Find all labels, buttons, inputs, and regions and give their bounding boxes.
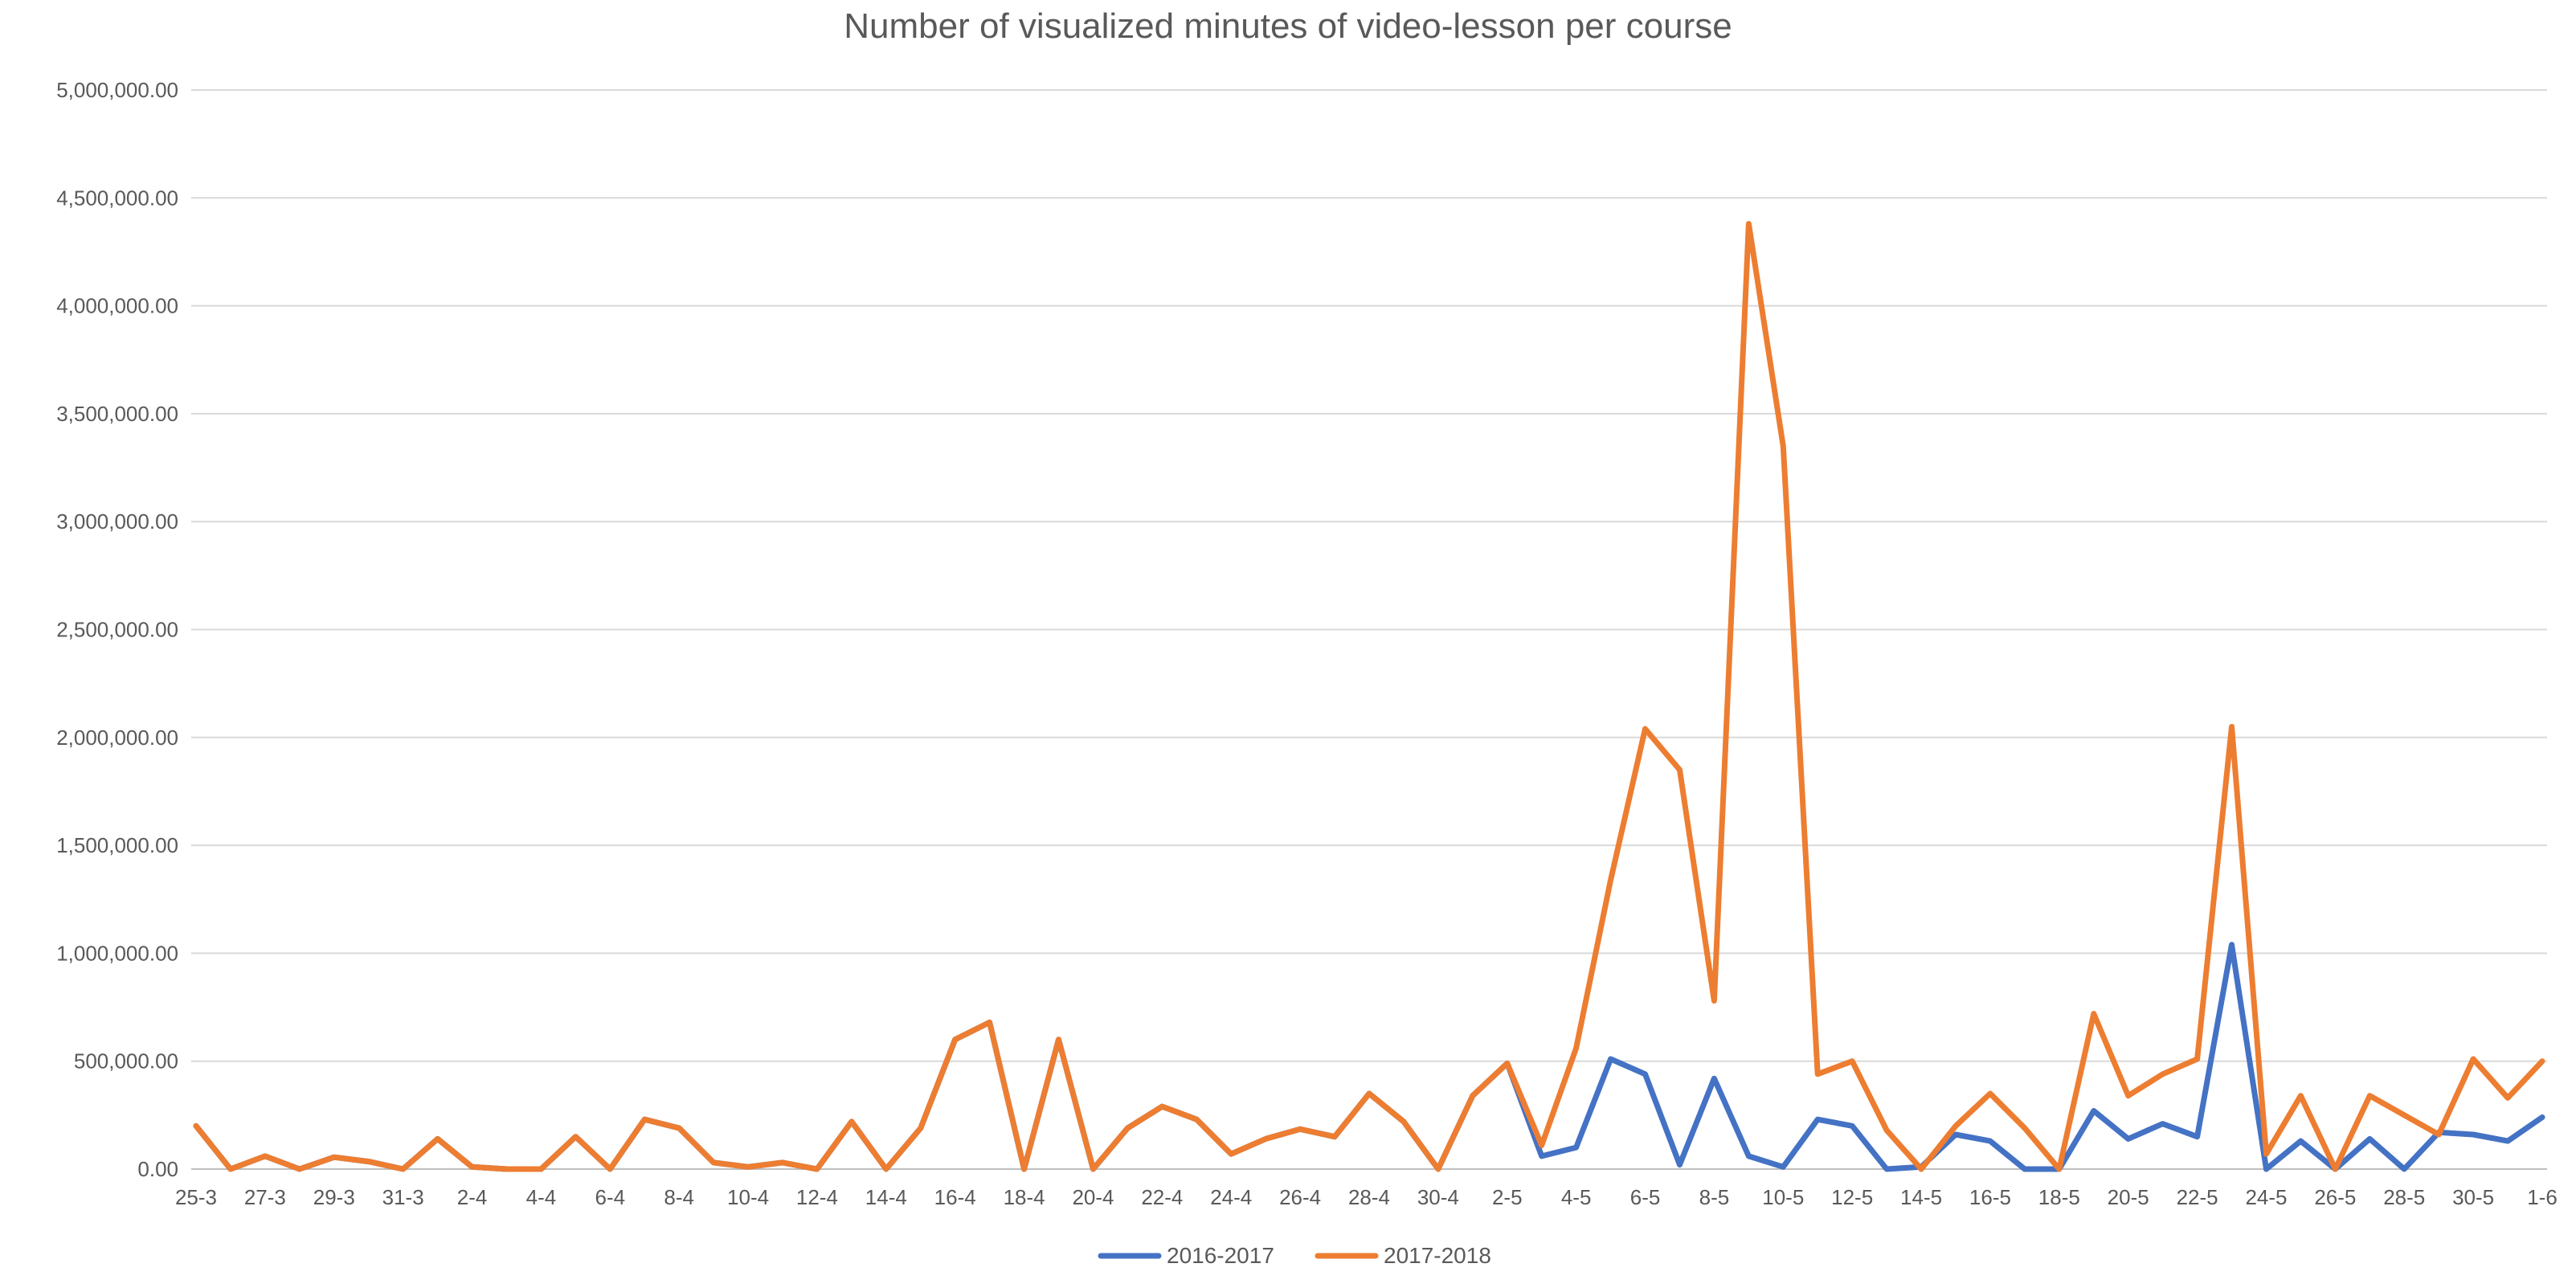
x-tick-label: 27-3 [244, 1185, 286, 1209]
x-tick-label: 22-5 [2177, 1185, 2218, 1209]
x-tick-label: 1-6 [2527, 1185, 2558, 1209]
x-tick-label: 8-5 [1699, 1185, 1730, 1209]
x-tick-label: 28-4 [1348, 1185, 1390, 1209]
x-tick-label: 26-5 [2314, 1185, 2356, 1209]
y-tick-label: 4,000,000.00 [56, 294, 178, 318]
x-tick-label: 8-4 [664, 1185, 694, 1209]
legend-label: 2017-2018 [1384, 1243, 1491, 1268]
x-tick-label: 10-5 [1762, 1185, 1804, 1209]
y-tick-label: 500,000.00 [74, 1049, 178, 1073]
x-tick-label: 4-4 [526, 1185, 557, 1209]
x-tick-label: 22-4 [1141, 1185, 1183, 1209]
y-tick-label: 3,000,000.00 [56, 509, 178, 534]
x-tick-label: 31-3 [382, 1185, 424, 1209]
x-tick-label: 18-5 [2038, 1185, 2080, 1209]
series-line [193, 221, 2545, 1172]
y-tick-label: 0.00 [137, 1157, 178, 1181]
x-tick-label: 30-4 [1417, 1185, 1459, 1209]
y-tick-label: 5,000,000.00 [56, 78, 178, 102]
x-tick-label: 29-3 [313, 1185, 355, 1209]
x-tick-label: 12-5 [1831, 1185, 1873, 1209]
x-tick-label: 14-5 [1900, 1185, 1942, 1209]
x-tick-label: 2-4 [457, 1185, 488, 1209]
y-tick-label: 4,500,000.00 [56, 186, 178, 210]
x-tick-label: 16-4 [934, 1185, 976, 1209]
x-tick-label: 10-4 [727, 1185, 769, 1209]
y-tick-label: 2,500,000.00 [56, 618, 178, 642]
x-tick-label: 26-4 [1279, 1185, 1321, 1209]
x-tick-label: 30-5 [2452, 1185, 2494, 1209]
x-tick-label: 14-4 [865, 1185, 907, 1209]
y-tick-label: 1,000,000.00 [56, 941, 178, 965]
x-tick-label: 2-5 [1492, 1185, 1523, 1209]
x-tick-label: 24-4 [1210, 1185, 1252, 1209]
x-tick-label: 20-5 [2108, 1185, 2149, 1209]
x-tick-label: 25-3 [175, 1185, 217, 1209]
x-tick-label: 20-4 [1072, 1185, 1114, 1209]
x-tick-label: 12-4 [796, 1185, 838, 1209]
x-tick-label: 4-5 [1561, 1185, 1592, 1209]
y-tick-label: 3,500,000.00 [56, 402, 178, 426]
y-tick-label: 1,500,000.00 [56, 833, 178, 857]
legend-label: 2016-2017 [1167, 1243, 1274, 1268]
series-line [193, 942, 2545, 1172]
y-tick-label: 2,000,000.00 [56, 726, 178, 750]
x-tick-label: 18-4 [1004, 1185, 1045, 1209]
x-tick-label: 28-5 [2383, 1185, 2425, 1209]
x-tick-label: 6-4 [595, 1185, 626, 1209]
x-tick-label: 24-5 [2245, 1185, 2287, 1209]
x-tick-label: 16-5 [1969, 1185, 2011, 1209]
x-tick-label: 6-5 [1630, 1185, 1661, 1209]
chart-title: Number of visualized minutes of video-le… [844, 6, 1732, 46]
